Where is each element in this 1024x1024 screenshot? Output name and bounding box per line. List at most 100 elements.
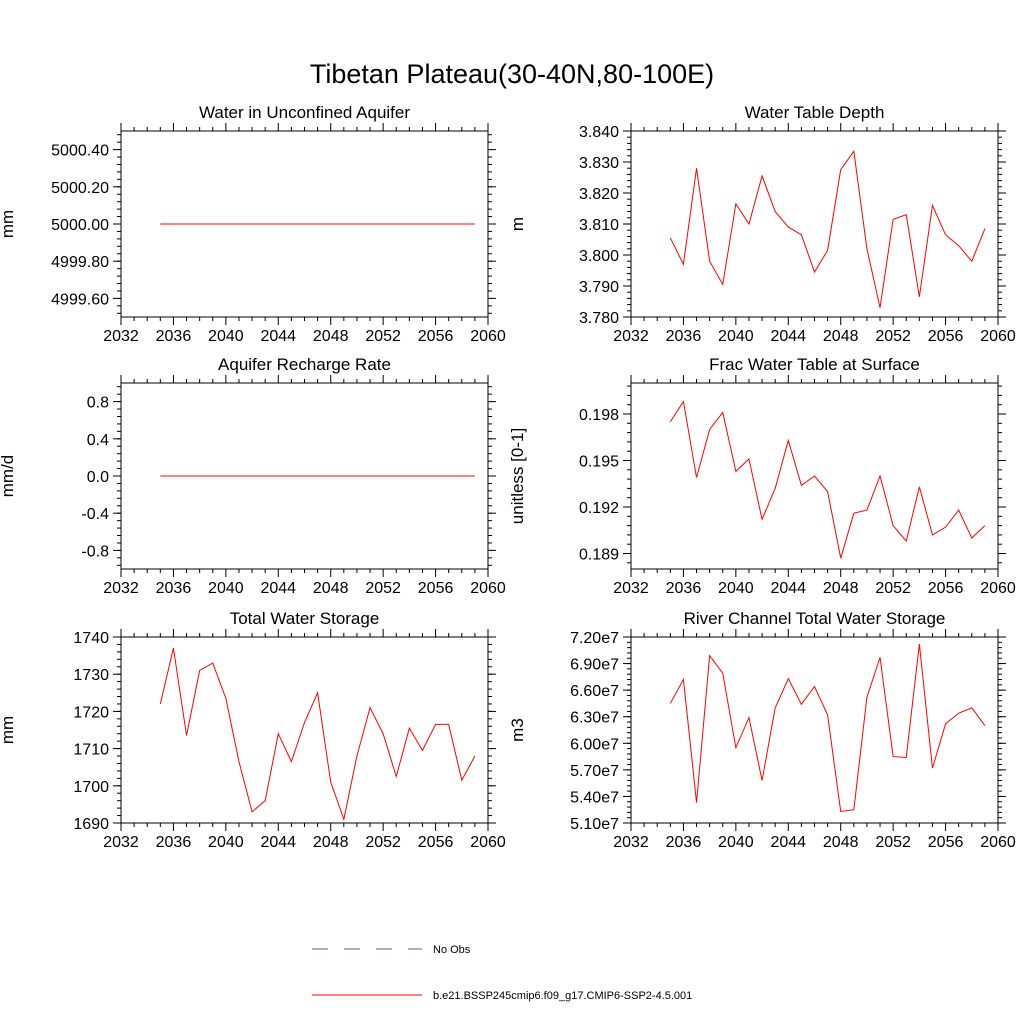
panel-2: Aquifer Recharge Rate mm/d 2032 2036 2040 204… (0, 355, 506, 597)
y-tick-label: 3.790 (579, 279, 619, 296)
y-tick-label: 1730 (73, 667, 109, 684)
y-tick-label: 6.30e7 (570, 710, 619, 727)
y-tick-label: 5000.40 (51, 143, 109, 160)
x-tick-label: 2044 (770, 580, 806, 597)
panel-0: Water in Unconfined Aquifer mm 2032 2036 204… (0, 103, 506, 345)
x-tick-label: 2048 (823, 834, 859, 851)
legend-label-no-obs: No Obs (433, 944, 471, 956)
y-tick-label: 6.90e7 (570, 657, 619, 674)
y-tick-label: 3.820 (579, 186, 619, 203)
x-tick-label: 2032 (103, 328, 139, 345)
x-tick-label: 2056 (418, 328, 454, 345)
panel-3: Frac Water Table at Surface unitless [0-1… (508, 355, 1016, 597)
panel-title: Water Table Depth (745, 103, 885, 122)
y-tick-label: 5000.00 (51, 217, 109, 234)
panel-4: Total Water Storage mm 2032 2036 2040 2044 204… (0, 609, 506, 851)
series-line (159, 648, 476, 822)
x-tick-label: 2052 (875, 834, 911, 851)
x-tick-label: 2032 (103, 834, 139, 851)
x-tick-label: 2052 (875, 580, 911, 597)
x-tick-label: 2048 (313, 834, 349, 851)
y-tick-label: 4999.60 (51, 291, 109, 308)
x-tick-label: 2048 (823, 580, 859, 597)
x-tick-label: 2044 (770, 834, 806, 851)
y-tick-label: 0.198 (579, 407, 619, 424)
plot-frame (630, 130, 999, 318)
x-tick-label: 2044 (260, 328, 296, 345)
y-tick-label: 3.780 (579, 310, 619, 327)
x-tick-label: 2056 (928, 834, 964, 851)
x-tick-label: 2052 (365, 328, 401, 345)
panel-title: Total Water Storage (230, 609, 380, 628)
panel-title: Water in Unconfined Aquifer (199, 103, 410, 122)
y-tick-label: 0.195 (579, 454, 619, 471)
legend: No Obs b.e21.BSSP245cmip6.f09_g17.CMIP6-… (312, 944, 692, 1002)
y-tick-label: 0.189 (579, 547, 619, 564)
y-tick-label: 1700 (73, 779, 109, 796)
x-tick-label: 2060 (980, 834, 1016, 851)
x-tick-label: 2052 (875, 328, 911, 345)
x-tick-label: 2052 (365, 834, 401, 851)
x-tick-label: 2036 (156, 328, 192, 345)
x-tick-label: 2040 (718, 328, 754, 345)
x-tick-label: 2060 (470, 328, 506, 345)
x-tick-label: 2048 (313, 328, 349, 345)
x-tick-label: 2040 (208, 580, 244, 597)
x-tick-label: 2052 (365, 580, 401, 597)
y-tick-label: 7.20e7 (570, 630, 619, 647)
y-axis-label: m3 (508, 718, 527, 742)
y-tick-label: 1710 (73, 742, 109, 759)
series-line (669, 400, 986, 559)
y-tick-label: 0.4 (87, 432, 109, 449)
y-tick-label: -0.8 (81, 543, 109, 560)
x-tick-label: 2044 (260, 580, 296, 597)
x-tick-label: 2036 (156, 834, 192, 851)
x-tick-label: 2036 (666, 834, 702, 851)
y-axis-label: mm/d (0, 455, 17, 498)
x-tick-label: 2044 (770, 328, 806, 345)
x-tick-label: 2056 (418, 834, 454, 851)
x-tick-label: 2032 (103, 580, 139, 597)
panel-title: River Channel Total Water Storage (684, 609, 946, 628)
x-tick-label: 2060 (980, 328, 1016, 345)
y-tick-label: 3.840 (579, 124, 619, 141)
y-tick-label: 4999.80 (51, 254, 109, 271)
y-tick-label: 5.70e7 (570, 763, 619, 780)
x-tick-label: 2056 (928, 580, 964, 597)
y-axis-label: m (508, 217, 527, 231)
x-tick-label: 2048 (823, 328, 859, 345)
panel-1: Water Table Depth m 2032 2036 2040 2044 2048 20… (508, 103, 1016, 345)
y-tick-label: 1740 (73, 630, 109, 647)
y-tick-label: 5.10e7 (570, 816, 619, 833)
x-tick-label: 2056 (418, 580, 454, 597)
x-tick-label: 2040 (208, 834, 244, 851)
y-tick-label: -0.4 (81, 506, 109, 523)
y-axis-label: mm (0, 210, 17, 238)
series-line (669, 644, 986, 813)
x-tick-label: 2044 (260, 834, 296, 851)
x-tick-label: 2036 (666, 328, 702, 345)
x-tick-label: 2060 (470, 834, 506, 851)
x-tick-label: 2060 (980, 580, 1016, 597)
y-axis-label: unitless [0-1] (508, 428, 527, 524)
y-tick-label: 0.192 (579, 500, 619, 517)
y-axis-label: mm (0, 716, 17, 744)
x-tick-label: 2060 (470, 580, 506, 597)
y-tick-label: 1720 (73, 704, 109, 721)
panel-title: Frac Water Table at Surface (709, 355, 920, 374)
x-tick-label: 2040 (718, 580, 754, 597)
y-tick-label: 5.40e7 (570, 789, 619, 806)
x-tick-label: 2040 (208, 328, 244, 345)
y-tick-label: 3.810 (579, 217, 619, 234)
x-tick-label: 2056 (928, 328, 964, 345)
y-tick-label: 6.60e7 (570, 683, 619, 700)
panel-5: River Channel Total Water Storage m3 2032 2… (508, 609, 1016, 851)
legend-label-model-run: b.e21.BSSP245cmip6.f09_g17.CMIP6-SSP2-4.… (433, 990, 692, 1002)
y-tick-label: 0.0 (87, 469, 109, 486)
y-tick-label: 3.830 (579, 155, 619, 172)
x-tick-label: 2032 (613, 834, 649, 851)
panels: Water in Unconfined Aquifer mm 2032 2036 204… (0, 103, 1016, 851)
y-tick-label: 6.00e7 (570, 736, 619, 753)
x-tick-label: 2032 (613, 328, 649, 345)
